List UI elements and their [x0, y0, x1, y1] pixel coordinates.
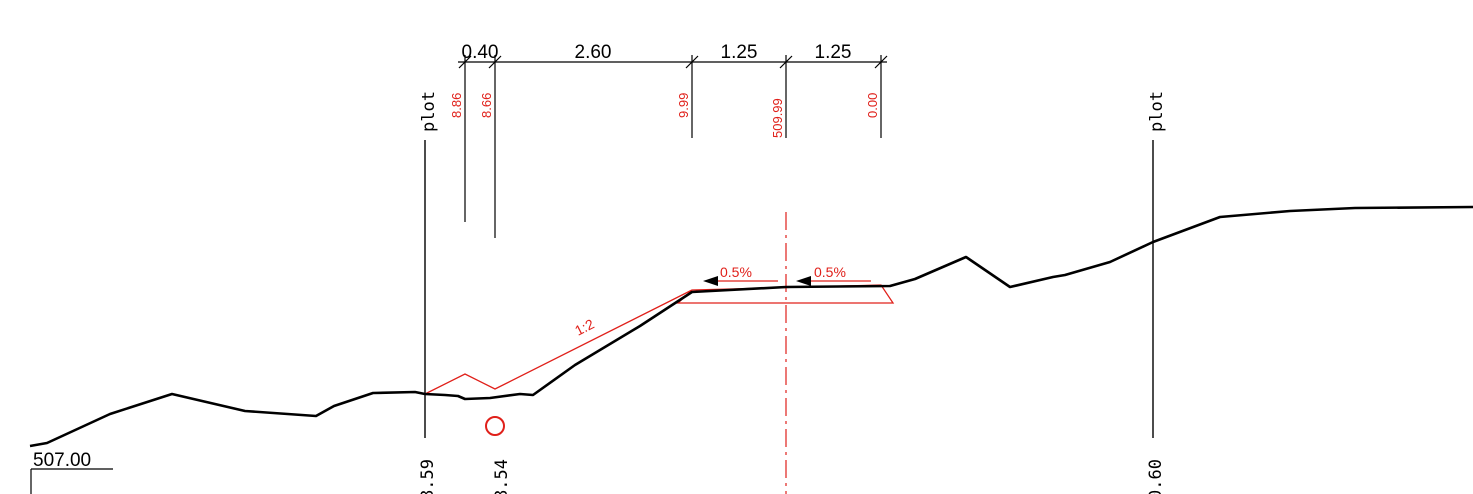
dimension-label-2: 2.60 — [575, 42, 612, 63]
elevation-label-1: 8.86 — [449, 93, 464, 118]
dimension-label-3: 1.25 — [721, 42, 758, 63]
elevation-label-3: 9.99 — [676, 93, 691, 118]
slope-label-left: 0.5% — [720, 264, 752, 280]
elevation-label-5: 0.00 — [865, 93, 880, 118]
terrain-profile — [29, 205, 1473, 448]
dimension-chain — [458, 55, 888, 238]
plot-label-left: plot — [419, 91, 439, 132]
embankment-slope-label: 1:2 — [572, 315, 597, 338]
plot-marker-lines — [424, 140, 1154, 438]
bottom-label-1: 8.59 — [418, 459, 438, 494]
dimension-label-4: 1.25 — [815, 42, 852, 63]
design-section — [424, 280, 895, 395]
slope-arrow-left-icon — [703, 276, 718, 286]
bottom-label-2: 8.54 — [492, 459, 512, 494]
slope-arrow-right-icon — [796, 276, 811, 286]
plot-label-right: plot — [1147, 91, 1167, 132]
dimension-label-1: 0.40 — [462, 42, 499, 63]
bottom-label-3: 0.60 — [1146, 459, 1166, 494]
elevation-label-2: 8.66 — [479, 93, 494, 118]
datum-label: 507.00 — [33, 450, 91, 471]
point-marker-icon — [485, 416, 505, 436]
elevation-label-4: 509.99 — [770, 98, 785, 138]
slope-label-right: 0.5% — [814, 264, 846, 280]
